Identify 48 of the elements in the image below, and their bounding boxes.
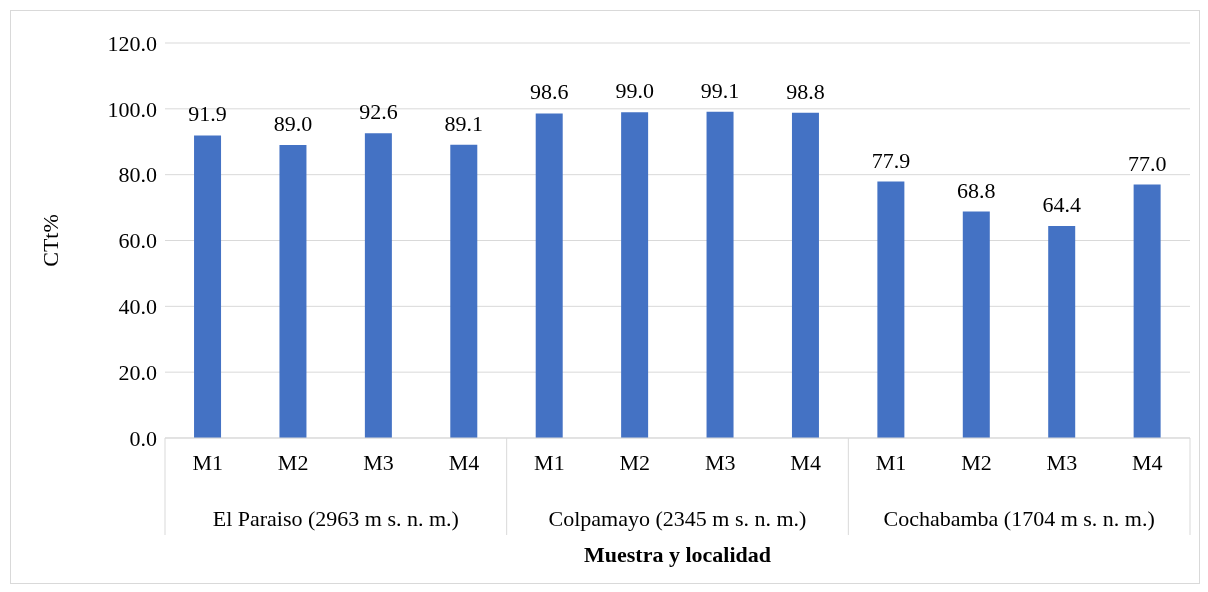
data-label: 68.8 — [957, 177, 996, 203]
x-tick-label: M2 — [619, 449, 651, 475]
bar — [1048, 226, 1076, 438]
x-tick-label: M2 — [277, 449, 309, 475]
data-label: 91.9 — [188, 101, 227, 127]
x-tick-label: M3 — [704, 449, 736, 475]
y-tick-label: 100.0 — [107, 96, 157, 122]
bar — [621, 112, 649, 438]
data-label: 77.0 — [1127, 150, 1167, 176]
x-tick-label: M2 — [961, 449, 992, 475]
data-label: 89.1 — [444, 110, 484, 136]
x-tick-label: M4 — [448, 449, 480, 475]
bar — [194, 135, 222, 438]
data-label: 99.0 — [615, 78, 654, 104]
bar — [450, 144, 478, 438]
y-tick-label: 60.0 — [118, 228, 157, 254]
bar — [535, 113, 563, 438]
text: El Paraiso (2963 m s. n. m.) — [212, 506, 459, 531]
bar — [1133, 184, 1161, 438]
x-axis-title: Muestra y localidad — [584, 542, 771, 567]
text: Cochabamba (1704 m s. n. m.) — [883, 506, 1155, 531]
y-tick-label: 0.0 — [129, 425, 157, 451]
x-tick-label: M3 — [1046, 449, 1078, 475]
x-tick-label: M1 — [534, 449, 565, 475]
bar — [962, 211, 990, 438]
y-tick-label: 120.0 — [107, 30, 157, 56]
y-tick-label: 40.0 — [118, 294, 157, 320]
text: Colpamayo (2345 m s. n. m.) — [548, 506, 807, 531]
x-tick-label: M1 — [875, 449, 907, 475]
y-tick-label: 80.0 — [118, 162, 157, 188]
bar — [364, 133, 392, 438]
y-axis-title: CTt% — [37, 214, 63, 267]
bar — [706, 111, 734, 438]
bar — [791, 112, 819, 438]
data-label: 92.6 — [359, 99, 398, 125]
x-tick-label: M3 — [363, 449, 394, 475]
data-label: 77.9 — [871, 147, 911, 173]
data-label: 99.1 — [700, 77, 740, 103]
x-tick-label: M4 — [790, 449, 821, 475]
data-label: 89.0 — [273, 111, 313, 137]
x-tick-label: M4 — [1132, 449, 1163, 475]
y-tick-label: 20.0 — [118, 359, 157, 385]
data-label: 64.4 — [1042, 192, 1081, 218]
bar — [877, 181, 905, 438]
x-tick-label: M1 — [192, 449, 223, 475]
bar — [279, 145, 307, 438]
data-label: 98.8 — [786, 78, 825, 104]
data-label: 98.6 — [529, 79, 569, 105]
